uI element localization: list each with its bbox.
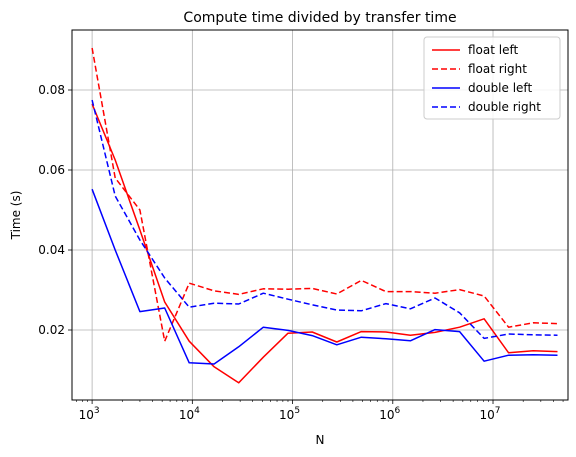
series-line-double-right [91,99,558,340]
x-axis-ticks: 103 104 105 106 107 [76,400,564,422]
x-tick-label: 103 [79,406,100,422]
x-tick-label: 106 [379,406,400,422]
series-group [91,47,558,384]
plot-frame [71,29,569,401]
grid [72,30,568,400]
series-line-double-left [91,188,558,365]
legend-label: float right [468,62,527,76]
y-tick-label: 0.08 [38,83,65,97]
legend-label: double right [468,100,541,114]
x-tick-label: 104 [179,406,200,422]
legend-label: double left [468,81,532,95]
y-axis-label: Time (s) [9,191,23,241]
y-tick-label: 0.06 [38,163,65,177]
y-tick-label: 0.04 [38,243,65,257]
x-tick-label: 105 [279,406,300,422]
series-line-float-left [91,103,558,384]
y-axis-ticks: 0.02 0.04 0.06 0.08 [38,83,72,337]
x-axis-label: N [316,433,325,447]
legend: float left float right double left double r… [423,36,561,120]
legend-box [423,36,561,120]
chart-title: Compute time divided by transfer time [183,10,456,26]
legend-label: float left [468,43,519,57]
y-tick-label: 0.02 [38,323,65,337]
x-tick-label: 107 [480,406,501,422]
series-line-float-right [91,47,558,342]
